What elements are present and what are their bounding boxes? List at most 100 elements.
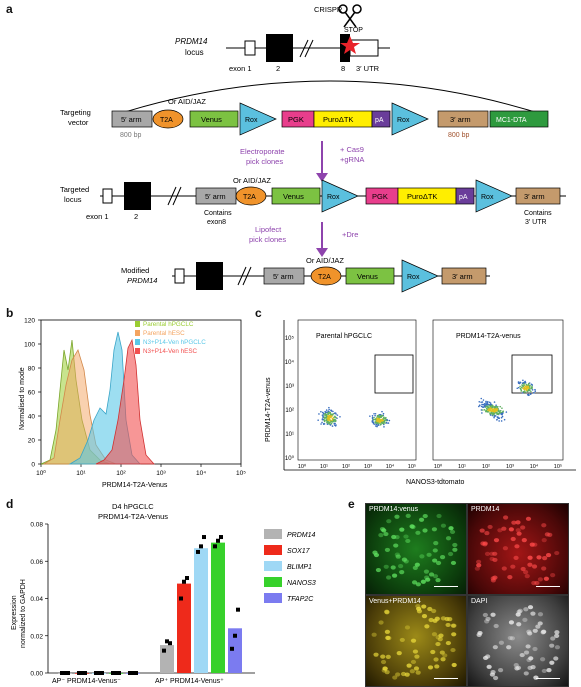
flow-event: [380, 421, 383, 424]
hist-xtick-label: 10⁰: [36, 469, 46, 477]
stop-label: STOP: [344, 27, 363, 34]
flow-event: [523, 381, 526, 383]
gate-box-1: [374, 354, 414, 394]
nucleus: [525, 516, 532, 521]
arm3-label: 3′ arm: [450, 115, 471, 124]
legend-label-sox17: SOX17: [287, 548, 311, 555]
tv-line2: vector: [68, 118, 89, 127]
scale-bar: [434, 586, 458, 587]
nucleus: [428, 572, 435, 577]
nucleus: [452, 547, 458, 552]
chart-ylabel-2: normalized to GAPDH: [20, 579, 27, 648]
scale-bar: [536, 586, 560, 587]
flow-event: [494, 405, 496, 408]
nucleus: [386, 635, 392, 641]
nucleus: [508, 620, 515, 625]
nucleus: [523, 570, 529, 575]
tl-exon1: exon 1: [86, 212, 109, 221]
category-label-0: AP⁻ PRDM14-Venus⁻: [52, 678, 121, 685]
flow-event: [373, 412, 375, 415]
nucleus: [445, 536, 452, 541]
exon2-label: 2: [276, 64, 280, 73]
nucleus: [412, 649, 419, 654]
nucleus: [520, 566, 526, 572]
nucleus: [541, 523, 547, 528]
nucleus: [540, 630, 546, 635]
nucleus: [373, 552, 380, 558]
nucleus: [425, 577, 431, 582]
replicate-point: [199, 544, 203, 549]
flow-event: [525, 383, 528, 386]
flow-event: [330, 410, 333, 412]
replicate-point: [63, 671, 67, 675]
flow-event: [382, 422, 385, 425]
nuclei-texture: [476, 605, 561, 681]
nucleus: [550, 636, 556, 641]
targeting-schematic: CRISPR STOP PRDM14 locus exon 1 2 8 3′ U…: [60, 4, 566, 293]
flow-event: [522, 385, 525, 388]
legend-swatch-prdm14: [264, 529, 282, 539]
nucleus: [392, 675, 398, 680]
flow-title-1: Parental hPGCLC: [316, 333, 372, 340]
nucleus: [536, 555, 542, 560]
electroporate-1: Electroporate: [240, 147, 285, 156]
nucleus: [422, 513, 428, 519]
flow-event: [330, 422, 333, 425]
nuclei-texture: [371, 604, 457, 680]
flow-event: [481, 406, 484, 408]
nucleus: [412, 565, 418, 570]
flow-event: [325, 413, 328, 416]
nucleus: [438, 633, 444, 638]
nucleus: [554, 645, 561, 650]
flow-event: [326, 411, 328, 413]
flow-event: [330, 413, 332, 416]
replicate-point: [213, 544, 217, 549]
flow-event: [530, 392, 532, 395]
flow-event: [379, 423, 382, 426]
flow-event: [321, 411, 324, 414]
nucleus: [395, 672, 401, 677]
flow-event: [521, 384, 523, 386]
nucleus: [385, 654, 391, 659]
chart-title-line2: PRDM14-T2A-Venus: [98, 512, 168, 521]
nucleus: [445, 640, 451, 646]
hist-legend-swatch: [135, 330, 140, 336]
flow-event: [374, 418, 377, 421]
hist-ytick-label: 20: [28, 438, 36, 445]
flow-event: [329, 415, 331, 418]
nucleus: [399, 527, 405, 532]
nucleus: [385, 635, 391, 640]
nucleus: [386, 575, 392, 580]
nucleus: [514, 544, 520, 549]
flow-xtick-label: 10⁰: [298, 463, 307, 470]
nucleus: [523, 650, 530, 655]
nucleus: [382, 666, 388, 671]
panel-b-label: b: [6, 306, 14, 320]
flow-event: [333, 422, 335, 425]
nucleus: [529, 542, 535, 547]
nucleus: [384, 609, 390, 614]
nucleus: [489, 551, 495, 556]
nucleus: [403, 534, 409, 539]
nucleus: [396, 651, 402, 656]
flow-event: [527, 384, 530, 386]
nucleus: [526, 657, 532, 663]
tl-puro: PuroΔTK: [407, 192, 437, 201]
cas9-1: + Cas9: [340, 145, 364, 154]
legend-swatch-tfap2c: [264, 593, 282, 603]
nucleus: [437, 637, 443, 642]
flow-event: [371, 414, 374, 417]
nucleus: [384, 670, 390, 675]
nucleus: [419, 554, 425, 559]
flow-event: [495, 411, 497, 414]
nucleus: [543, 576, 550, 581]
bar-ytick-label: 0.00: [30, 671, 43, 678]
nucleus: [380, 659, 387, 665]
flow-event: [480, 401, 482, 404]
flow-event: [493, 416, 495, 419]
flow-event: [321, 418, 324, 420]
flow-event: [384, 422, 386, 424]
nucleus: [431, 632, 438, 637]
hist-xtick-label: 10³: [156, 470, 166, 477]
flow-event: [328, 408, 330, 411]
